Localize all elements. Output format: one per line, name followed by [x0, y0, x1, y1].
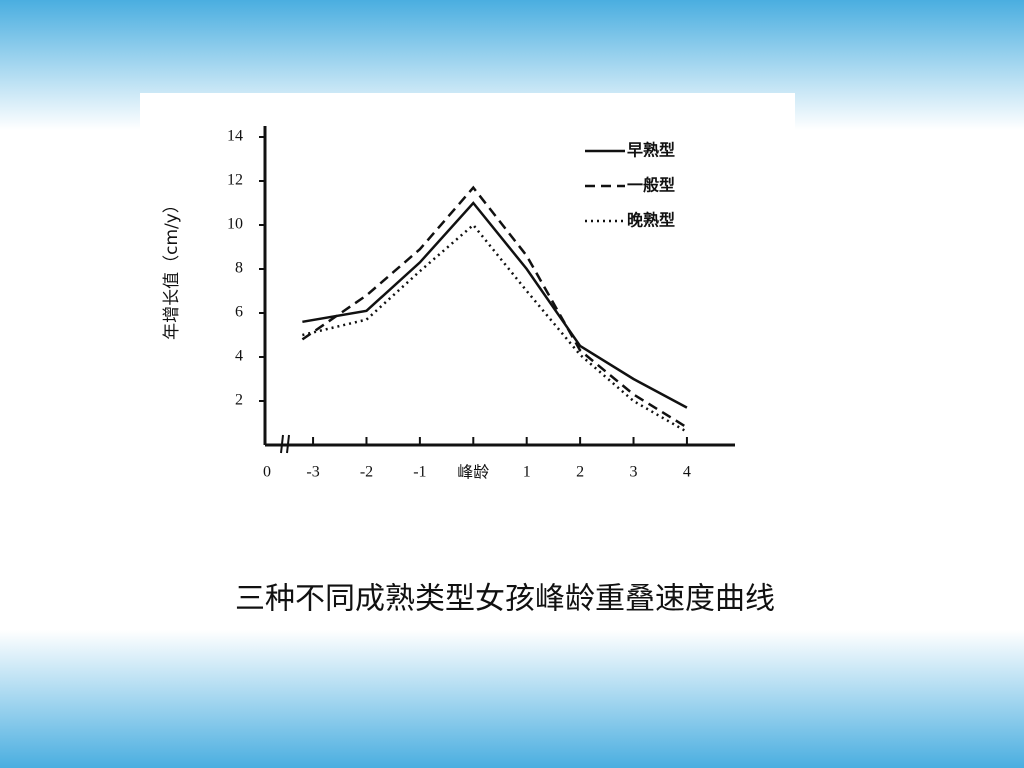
- legend-label: 早熟型: [627, 141, 675, 160]
- x-tick-label: 4: [683, 464, 691, 481]
- y-tick-label: 6: [235, 304, 243, 321]
- legend-label: 晚熟型: [627, 211, 675, 230]
- x-tick-label: -1: [413, 464, 426, 481]
- series-line: [301, 185, 688, 429]
- y-tick-label: 2: [235, 392, 243, 409]
- x-tick-label: 1: [523, 464, 531, 481]
- axis-break: [280, 434, 284, 454]
- y-tick-label: 12: [227, 172, 243, 189]
- x-tick-label: 3: [630, 464, 638, 481]
- origin-label: 0: [263, 464, 271, 481]
- x-tick-label: -3: [306, 464, 319, 481]
- y-axis-title: 年增长值（cm/y）: [162, 196, 182, 340]
- caption: 三种不同成熟类型女孩峰龄重叠速度曲线: [235, 582, 775, 617]
- y-tick-label: 10: [227, 216, 243, 233]
- chart-panel: [140, 93, 795, 495]
- axis-break: [286, 434, 290, 454]
- legend-label: 一般型: [627, 176, 675, 195]
- y-tick-label: 4: [235, 348, 243, 365]
- x-tick-label: 峰龄: [457, 463, 489, 482]
- x-tick-label: 2: [576, 464, 584, 481]
- y-tick-label: 8: [235, 260, 243, 277]
- y-tick-label: 14: [227, 128, 243, 145]
- x-tick-label: -2: [360, 464, 373, 481]
- series-line: [302, 201, 688, 409]
